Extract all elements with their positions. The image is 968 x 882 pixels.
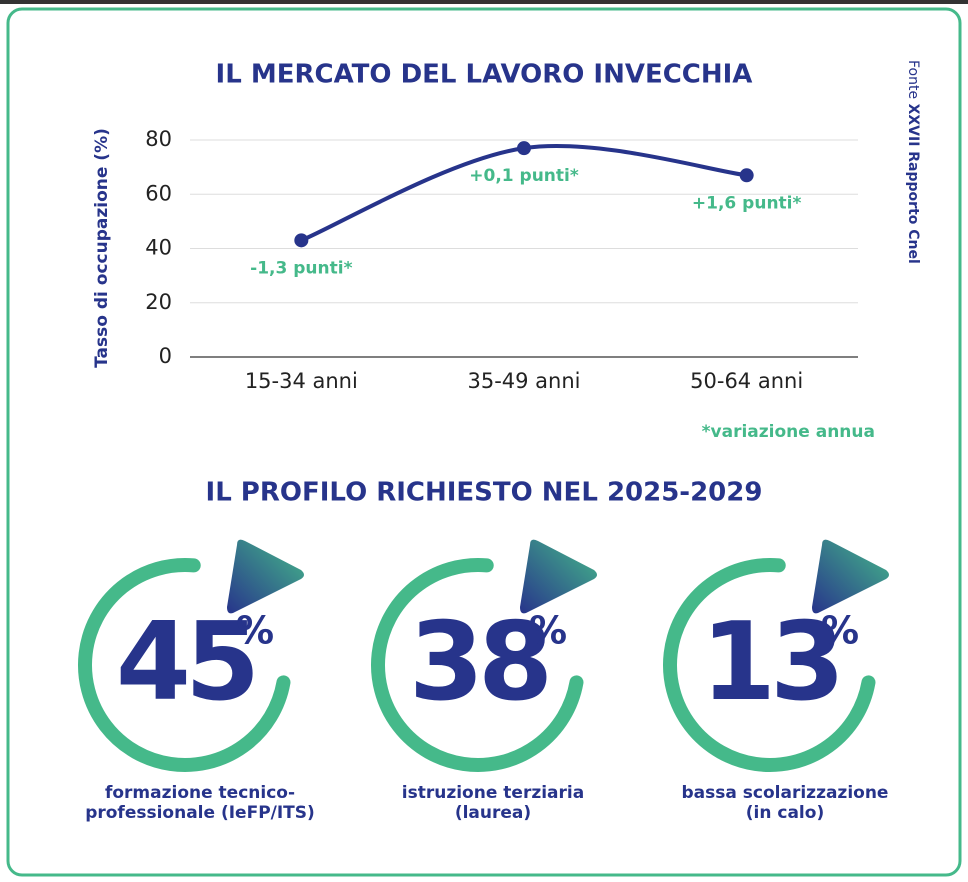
y-axis-label: Tasso di occupazione (%) xyxy=(92,128,112,368)
stat-unit: % xyxy=(821,609,859,653)
top-strip xyxy=(0,0,968,4)
x-tick-label: 50-64 anni xyxy=(690,369,803,393)
x-tick-label: 15-34 anni xyxy=(245,369,358,393)
stat-label: bassa scolarizzazione xyxy=(682,783,889,803)
triangle xyxy=(227,539,304,614)
stat-value: 45 xyxy=(116,600,254,725)
card-border xyxy=(6,7,962,877)
y-tick-label: 60 xyxy=(145,181,172,205)
annotation: +1,6 punti* xyxy=(692,193,802,213)
stat-value: 13 xyxy=(701,600,839,725)
profile-title: IL PROFILO RICHIESTO NEL 2025-2029 xyxy=(206,478,763,508)
y-tick-label: 80 xyxy=(145,127,172,151)
chart-title: IL MERCATO DEL LAVORO INVECCHIA xyxy=(216,60,753,90)
stat-unit: % xyxy=(236,609,274,653)
y-tick-label: 20 xyxy=(145,290,172,314)
y-tick-label: 40 xyxy=(145,236,172,260)
stat-label: formazione tecnico- xyxy=(105,783,295,803)
source-label: Fonte xyxy=(905,60,921,99)
point xyxy=(739,168,754,183)
point xyxy=(517,141,531,156)
stat-label: professionale (IeFP/ITS) xyxy=(85,803,315,823)
annotation: -1,3 punti* xyxy=(250,258,352,278)
triangle xyxy=(520,539,597,614)
stat-unit: % xyxy=(529,609,567,653)
y-tick-label: 0 xyxy=(159,344,172,368)
stat-value: 38 xyxy=(409,600,547,725)
ring xyxy=(78,558,291,772)
triangle xyxy=(812,539,889,614)
stat-label: istruzione terziaria xyxy=(402,783,584,803)
source: Fonte XXVII Rapporto Cnel xyxy=(905,60,921,264)
ring xyxy=(371,558,584,772)
point xyxy=(294,233,309,248)
annotation: +0,1 punti* xyxy=(469,166,579,186)
x-tick-label: 35-49 anni xyxy=(467,369,580,393)
stat-label: (in calo) xyxy=(746,803,824,823)
stat-label: (laurea) xyxy=(455,803,531,823)
chart-note: *variazione annua xyxy=(702,422,875,442)
ring xyxy=(663,558,876,772)
source-name: XXVII Rapporto Cnel xyxy=(905,104,921,264)
